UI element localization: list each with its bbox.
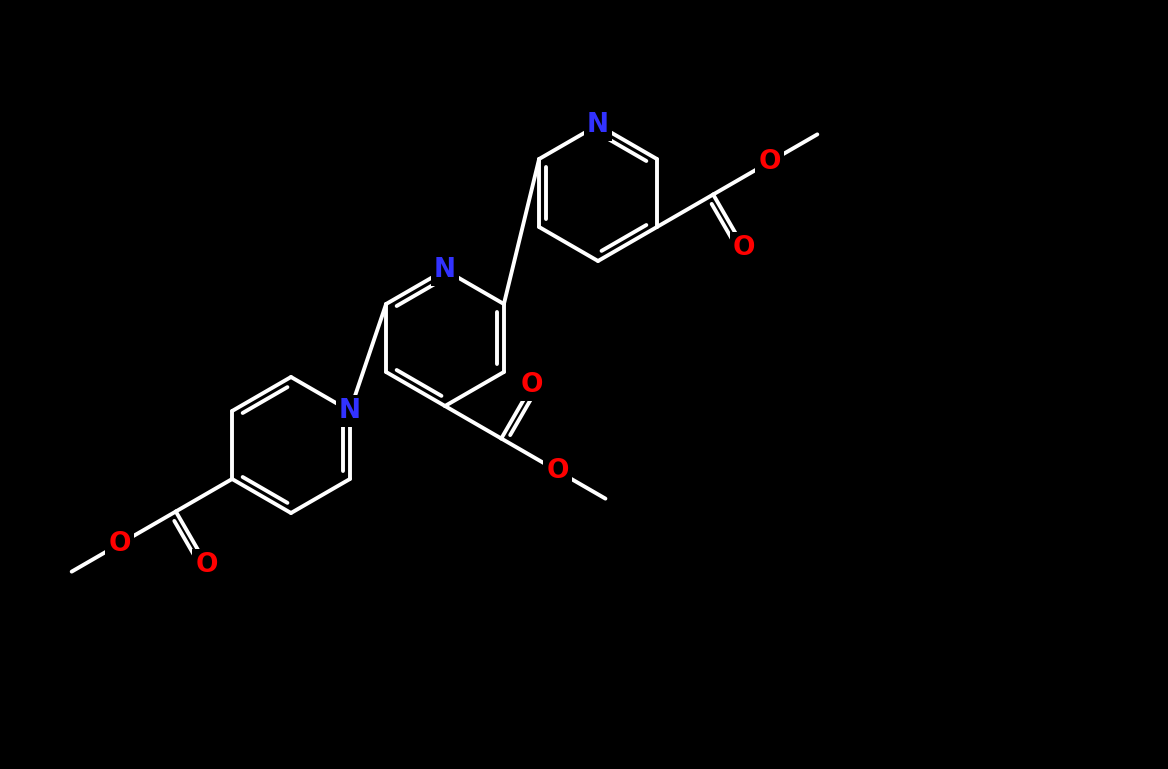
Text: O: O xyxy=(109,531,131,557)
Text: O: O xyxy=(758,149,780,175)
Text: O: O xyxy=(547,458,569,484)
Text: N: N xyxy=(588,112,609,138)
Text: O: O xyxy=(521,372,543,398)
Text: N: N xyxy=(434,257,456,283)
Text: O: O xyxy=(732,235,756,261)
Text: O: O xyxy=(195,552,218,578)
Text: N: N xyxy=(339,398,361,424)
